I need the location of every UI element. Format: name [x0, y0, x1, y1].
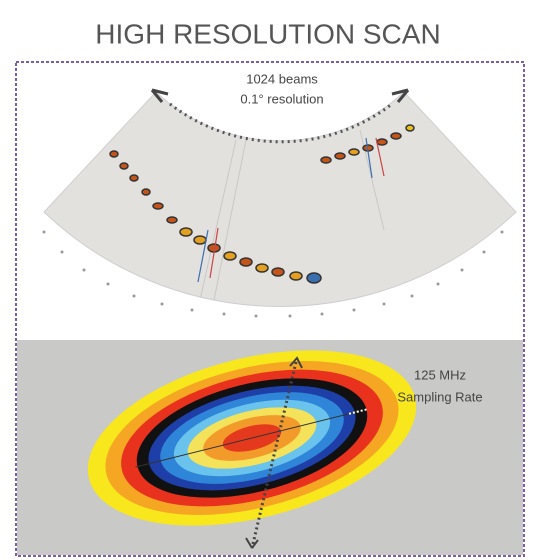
sampling-label: 125 MHz: [414, 367, 466, 382]
sampling-rate-label: Sampling Rate: [397, 389, 482, 404]
slide: HIGH RESOLUTION SCAN: [0, 0, 536, 560]
title: HIGH RESOLUTION SCAN: [95, 18, 440, 49]
beams-label: 1024 beams: [246, 71, 318, 86]
resolution-label: 0.1° resolution: [240, 91, 323, 106]
